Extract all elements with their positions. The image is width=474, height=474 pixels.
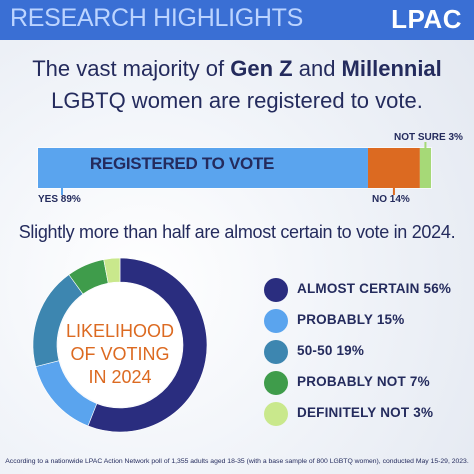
donut-center-line-2: OF VOTING	[70, 344, 170, 364]
legend-item-probably: PROBABLY 15%	[264, 309, 474, 333]
legend-label: ALMOST CERTAIN 56%	[297, 281, 452, 296]
legend-item-definitely-not: DEFINITELY NOT 3%	[264, 402, 474, 426]
legend-label: 50-50 19%	[297, 343, 365, 358]
legend-item-50-50: 50-50 19%	[264, 340, 474, 364]
headline-genz: Gen Z	[230, 56, 293, 81]
legend-label: DEFINITELY NOT 3%	[297, 405, 434, 420]
donut-center-line-3: IN 2024	[88, 367, 152, 387]
bar-segment-1	[367, 148, 420, 188]
legend-label: PROBABLY NOT 7%	[297, 374, 430, 389]
legend-swatch	[264, 278, 288, 302]
bar-label-no: NO 14%	[372, 194, 410, 205]
legend-swatch	[264, 402, 288, 426]
headline-millennial: Millennial	[341, 56, 442, 81]
legend-swatch	[264, 309, 288, 333]
bar-title-registered: REGISTERED TO VOTE	[89, 154, 275, 173]
bar-label-yes: YES 89%	[38, 194, 81, 205]
headline-text-2: and	[292, 56, 342, 81]
headline-text-1: The vast majority of	[32, 56, 231, 81]
legend-label: PROBABLY 15%	[297, 312, 405, 327]
donut-center-label: LIKELIHOOD OF VOTING IN 2024	[50, 320, 190, 389]
header-title: RESEARCH HIGHLIGHTS	[10, 4, 303, 32]
subhead: Slightly more than half are almost certa…	[18, 222, 456, 242]
donut-slice-0	[87, 257, 208, 433]
donut-hole	[58, 283, 182, 407]
legend-item-probably-not: PROBABLY NOT 7%	[264, 371, 474, 395]
donut-slice-4	[103, 257, 121, 284]
footnote: According to a nationwide LPAC Action Ne…	[5, 458, 469, 465]
lpac-logo: LPAC	[391, 4, 462, 34]
legend-item-almost-certain: ALMOST CERTAIN 56%	[264, 278, 474, 302]
legend-swatch	[264, 371, 288, 395]
bar-segment-0	[38, 148, 368, 188]
legend-swatch	[264, 340, 288, 364]
header-banner: RESEARCH HIGHLIGHTS LPAC	[0, 0, 474, 40]
bar-segment-2	[419, 148, 431, 188]
headline-line-2: LGBTQ women are registered to vote.	[51, 88, 423, 113]
donut-center-line-1: LIKELIHOOD	[65, 321, 175, 341]
bar-label-not-sure: NOT SURE 3%	[394, 132, 463, 143]
headline: The vast majority of Gen Z and Millennia…	[0, 53, 474, 117]
